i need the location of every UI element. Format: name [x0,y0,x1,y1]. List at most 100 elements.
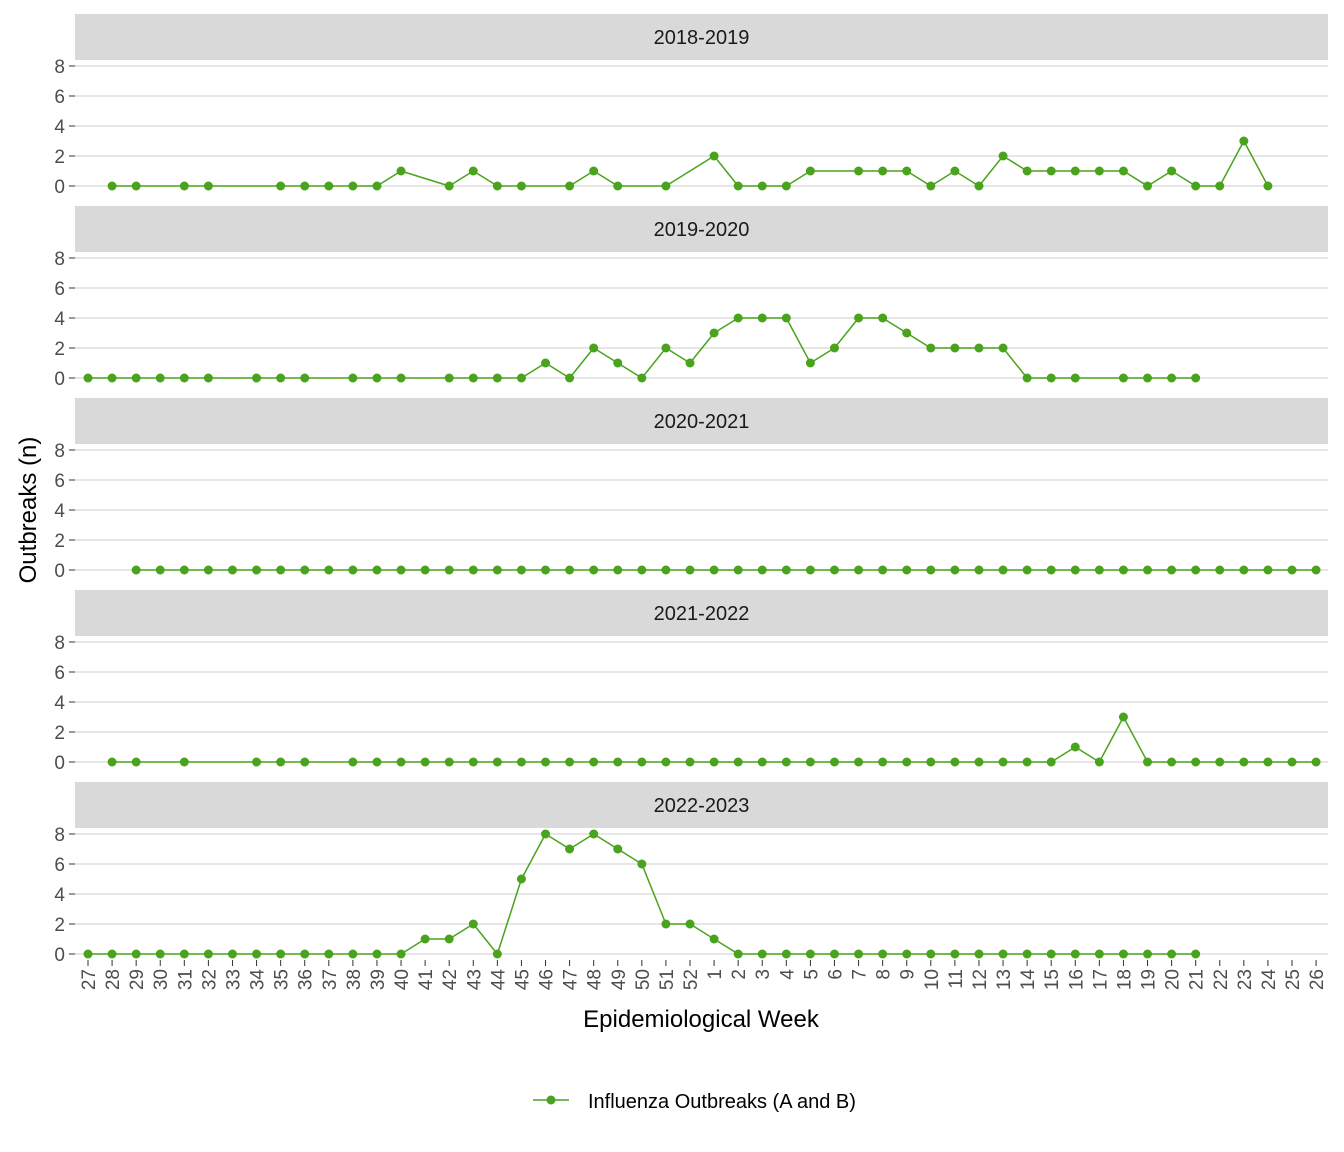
x-tick-label: 1 [705,969,726,980]
data-point [1191,949,1201,959]
data-point [1215,181,1225,191]
data-point [396,166,406,176]
data-point [637,757,647,767]
data-point [516,757,526,767]
data-point [1191,565,1201,575]
data-point [950,757,960,767]
data-point [685,565,695,575]
data-point [1022,949,1032,959]
y-tick-label: 6 [54,87,65,108]
panel-2021-2022: 2021-2022 0 2 4 6 8 [54,590,1328,774]
data-point [155,373,165,383]
y-tick-label: 8 [54,633,65,654]
y-tick-label: 0 [54,753,65,774]
strip-label: 2022-2023 [654,795,750,817]
data-point [878,565,888,575]
data-point [661,919,671,929]
data-point [1191,373,1201,383]
y-tick-label: 2 [54,147,65,168]
data-point [324,181,334,191]
data-point [179,181,189,191]
data-point [83,373,93,383]
data-point [420,757,430,767]
data-point [974,949,984,959]
data-point [420,565,430,575]
data-point [252,373,262,383]
x-tick-label: 13 [994,969,1015,990]
y-tick-label: 8 [54,441,65,462]
data-point [203,181,213,191]
x-tick-label: 21 [1187,969,1208,990]
data-point [516,874,526,884]
data-point [155,949,165,959]
data-point [1022,565,1032,575]
data-point [1167,757,1177,767]
y-tick-label: 2 [54,339,65,360]
x-tick-label: 14 [1018,969,1039,991]
data-point [781,565,791,575]
x-tick-label: 16 [1066,969,1087,990]
data-point [1046,373,1056,383]
panel-2018-2019: 2018-2019 0 2 4 6 8 [54,14,1328,198]
data-point [276,757,286,767]
data-point [348,757,358,767]
data-point [878,166,888,176]
data-point [516,181,526,191]
data-point [276,565,286,575]
data-point [709,565,719,575]
data-point [1287,565,1297,575]
data-point [974,181,984,191]
x-tick-label: 50 [633,969,654,990]
data-point [492,757,502,767]
data-point [829,949,839,959]
x-tick-label: 22 [1211,969,1232,990]
x-tick-label: 26 [1307,969,1328,990]
data-point [348,565,358,575]
data-point [685,358,695,368]
data-point [444,565,454,575]
data-point [613,844,623,854]
data-point [396,949,406,959]
data-point [757,313,767,323]
data-point [1118,166,1128,176]
data-point [179,373,189,383]
x-tick-label: 23 [1235,969,1256,990]
data-point [950,949,960,959]
data-point [203,373,213,383]
y-tick-label: 8 [54,57,65,78]
data-point [516,565,526,575]
data-point [998,151,1008,161]
data-point [829,565,839,575]
data-point [1287,757,1297,767]
panel-2022-2023: 2022-2023 0 2 4 6 8 [54,782,1328,966]
data-point [1239,136,1249,146]
data-point [613,757,623,767]
data-point [300,373,310,383]
data-point [300,757,310,767]
data-point [565,373,575,383]
data-point [805,757,815,767]
data-point [589,166,599,176]
data-point [781,313,791,323]
data-point [854,757,864,767]
x-tick-label: 45 [512,969,533,990]
x-tick-label: 34 [248,969,269,991]
data-point [468,919,478,929]
data-point [1239,565,1249,575]
x-axis-title: Epidemiological Week [583,1006,820,1033]
x-axis: 27 28 29 30 31 32 33 34 35 36 37 38 39 40 41 42 43 44 45 46… [79,960,1328,990]
data-point [420,934,430,944]
data-point [998,565,1008,575]
data-point [1311,757,1321,767]
data-point [444,757,454,767]
data-point [300,565,310,575]
data-point [661,757,671,767]
data-point [276,373,286,383]
x-tick-label: 51 [657,969,678,990]
x-tick-label: 43 [464,969,485,990]
data-point [709,151,719,161]
data-point [565,181,575,191]
data-point [733,313,743,323]
y-tick-label: 4 [54,117,65,138]
